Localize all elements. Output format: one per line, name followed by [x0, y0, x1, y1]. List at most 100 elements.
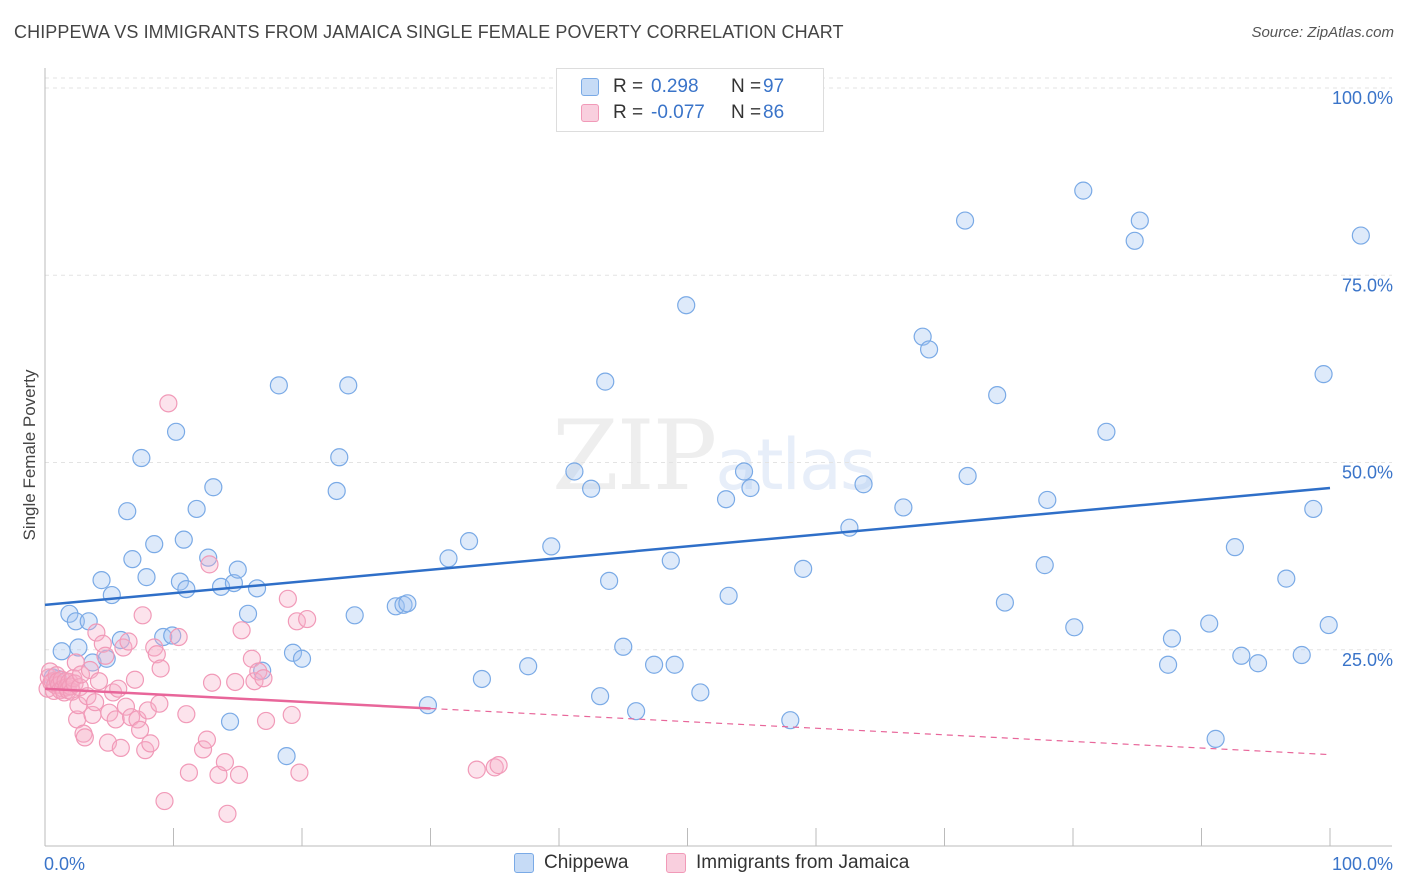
chippewa-point — [677, 296, 696, 315]
chippewa-point — [228, 560, 247, 579]
jamaica-trend-line — [44, 687, 431, 710]
legend-label: Immigrants from Jamaica — [696, 852, 910, 873]
chippewa-point — [626, 702, 646, 721]
legend-item-jamaica: Immigrants from Jamaica — [666, 852, 909, 874]
jamaica-point — [66, 653, 85, 672]
jamaica-point — [87, 623, 106, 642]
chippewa-point — [459, 532, 479, 551]
chippewa-swatch — [514, 853, 534, 873]
jamaica-point — [169, 627, 188, 647]
jamaica-point — [100, 703, 119, 722]
chippewa-point — [988, 386, 1007, 405]
n-value: 97 — [763, 76, 785, 97]
jamaica-point — [150, 694, 169, 713]
jamaica-point — [93, 634, 112, 653]
jamaica-point — [467, 760, 486, 779]
chippewa-point — [582, 479, 601, 498]
chippewa-point — [854, 475, 873, 494]
chippewa-point — [163, 626, 182, 645]
correlation-legend: R = 0.298 N = 97 R = -0.077 N = 86 — [556, 68, 824, 132]
chippewa-point — [919, 340, 939, 359]
chippewa-point — [1277, 569, 1296, 588]
chippewa-point — [283, 643, 303, 662]
chippewa-point — [1162, 629, 1182, 648]
chippewa-point — [118, 502, 137, 521]
jamaica-point — [179, 763, 199, 782]
r-value: 0.298 — [651, 76, 699, 97]
chippewa-point — [1304, 499, 1323, 519]
chippewa-point — [600, 571, 619, 590]
chippewa-point — [1200, 614, 1219, 633]
chippewa-point — [719, 586, 738, 605]
jamaica-point — [254, 669, 273, 688]
jamaica-point — [193, 740, 213, 759]
jamaica-point — [278, 589, 297, 608]
chippewa-point — [92, 571, 111, 590]
chippewa-point — [1225, 538, 1245, 557]
chippewa-point — [177, 579, 196, 599]
chippewa-point — [277, 747, 296, 766]
chippewa-point — [386, 597, 405, 616]
chippewa-point — [60, 604, 79, 623]
jamaica-point — [130, 720, 150, 740]
jamaica-point — [226, 672, 245, 692]
chippewa-point — [958, 466, 977, 486]
chippewa-point — [1065, 618, 1084, 637]
chippewa-point — [345, 606, 364, 625]
chippewa-point — [339, 376, 358, 395]
jamaica-point — [86, 693, 105, 712]
n-label: N = — [731, 76, 762, 97]
jamaica-point — [215, 753, 234, 772]
chippewa-point — [840, 518, 859, 537]
chippewa-point — [1035, 556, 1054, 575]
chippewa-point — [292, 649, 312, 668]
y-tick-label: 75.0% — [1342, 275, 1393, 295]
n-value: 86 — [763, 102, 785, 123]
chippewa-point — [894, 498, 913, 517]
chippewa-point — [1130, 211, 1149, 230]
jamaica-point — [119, 632, 138, 651]
jamaica-point — [133, 606, 152, 625]
legend-label: Chippewa — [544, 852, 629, 873]
jamaica-point — [489, 756, 508, 775]
chippewa-point — [1232, 646, 1251, 665]
chippewa-point — [137, 568, 156, 587]
chippewa-point — [716, 490, 736, 509]
jamaica-swatch — [666, 853, 686, 873]
chippewa-point — [52, 642, 71, 661]
chippewa-point — [741, 478, 760, 498]
legend-row-chippewa: R = 0.298 N = 97 — [581, 74, 784, 100]
chippewa-point — [1314, 365, 1333, 384]
chippewa-point — [439, 549, 458, 568]
chippewa-point — [97, 649, 116, 668]
legend-item-chippewa: Chippewa — [514, 852, 629, 874]
chippewa-point — [330, 448, 349, 467]
jamaica-point — [125, 670, 145, 689]
chippewa-point — [187, 499, 206, 519]
chippewa-point — [327, 481, 346, 501]
chippewa-point — [781, 711, 800, 730]
chart-title: CHIPPEWA VS IMMIGRANTS FROM JAMAICA SING… — [14, 22, 844, 42]
jamaica-point — [109, 679, 128, 698]
jamaica-point — [155, 791, 174, 811]
chippewa-point — [66, 612, 85, 631]
chippewa-swatch — [581, 78, 599, 96]
chippewa-point — [154, 627, 173, 647]
chippewa-point — [170, 572, 190, 591]
chippewa-point — [123, 550, 142, 569]
x-tick-label: 100.0% — [1332, 854, 1393, 874]
jamaica-swatch — [581, 104, 599, 122]
chippewa-point — [1038, 490, 1057, 510]
jamaica-trend-extension — [430, 707, 1331, 756]
y-tick-label: 25.0% — [1342, 650, 1393, 670]
legend-row-jamaica: R = -0.077 N = 86 — [581, 100, 784, 126]
chippewa-point — [734, 462, 754, 481]
jamaica-point — [200, 555, 219, 574]
jamaica-point — [159, 394, 178, 413]
jamaica-point — [89, 672, 109, 691]
chippewa-point — [596, 372, 615, 391]
jamaica-point — [290, 763, 309, 782]
r-value: -0.077 — [651, 102, 705, 123]
chippewa-point — [269, 376, 288, 395]
